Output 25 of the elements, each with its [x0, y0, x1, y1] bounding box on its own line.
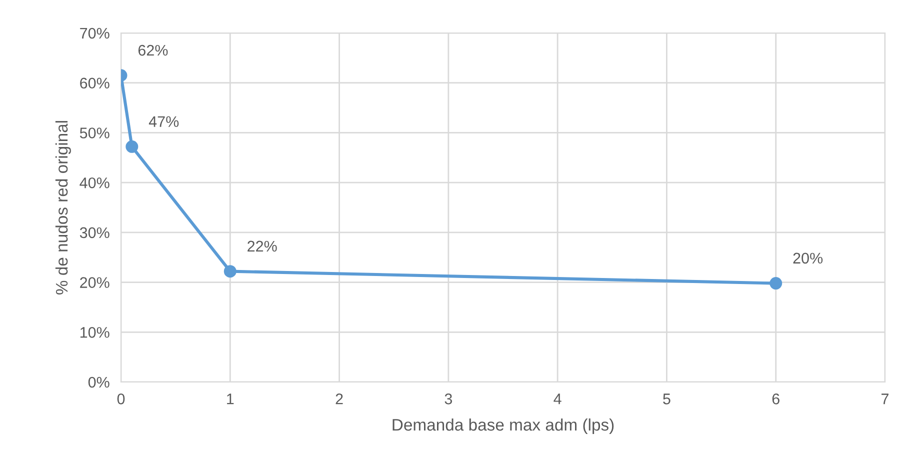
y-tick-label: 60% [80, 78, 110, 89]
x-tick-label: 7 [882, 394, 888, 404]
point [770, 277, 782, 290]
y-tick-label: 10% [80, 327, 110, 338]
point [224, 265, 236, 278]
x-tick-label: 2 [336, 394, 343, 404]
x-axis-title: Demanda base max adm (lps) [392, 418, 614, 434]
data-label: 47% [148, 116, 179, 127]
point [126, 140, 138, 153]
x-tick-label: 5 [663, 394, 670, 404]
y-tick-label: 40% [80, 177, 110, 188]
y-tick-label: 0% [88, 376, 110, 388]
x-tick-label: 6 [772, 394, 780, 404]
y-tick-label: 20% [80, 277, 110, 288]
x-tick-label: 4 [554, 394, 562, 404]
data-label: 62% [138, 44, 168, 56]
data-label: 22% [248, 240, 277, 252]
x-tick-label: 0 [117, 394, 125, 404]
data-label: 20% [793, 252, 823, 264]
y-tick-label: 50% [80, 128, 110, 138]
x-tick-label: 1 [227, 394, 234, 404]
x-tick-label: 3 [444, 394, 452, 404]
y-tick-label: 70% [80, 28, 110, 39]
y-axis-title: % de nudos red original [55, 121, 71, 294]
y-tick-label: 30% [80, 227, 110, 238]
